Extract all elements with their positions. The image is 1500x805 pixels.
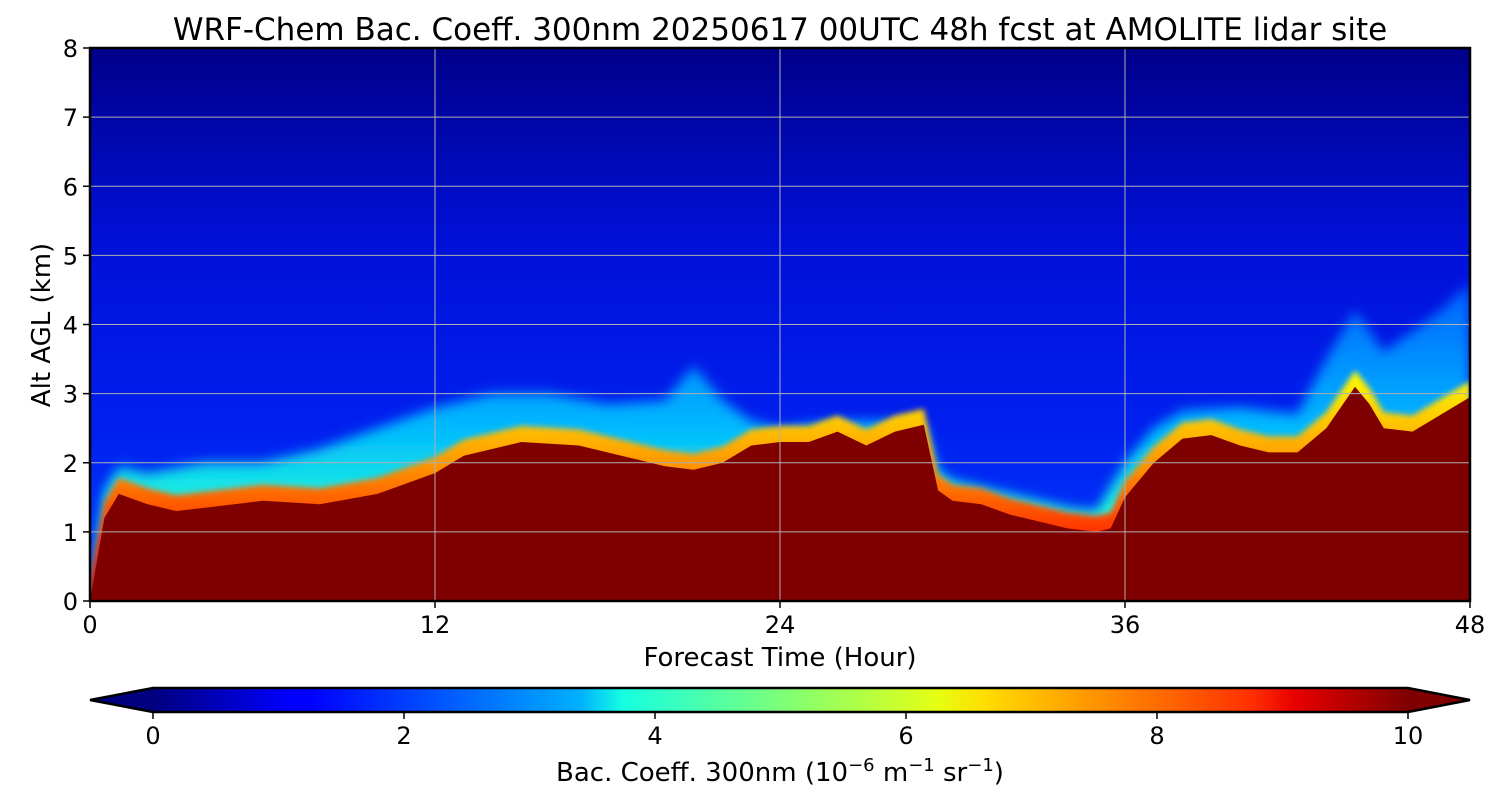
x-axis-label: Forecast Time (Hour) — [643, 643, 916, 673]
y-tick-label: 3 — [63, 381, 78, 409]
y-axis-label: Alt AGL (km) — [27, 243, 57, 407]
colorbar-tick-label: 10 — [1393, 722, 1424, 750]
y-tick-label: 4 — [63, 312, 78, 340]
colorbar-extend-max — [1408, 688, 1470, 712]
x-axis: 0 12 24 36 48 — [82, 601, 1485, 639]
x-tick-label: 24 — [765, 611, 796, 639]
y-tick-label: 8 — [63, 35, 78, 63]
y-tick-label: 2 — [63, 450, 78, 478]
colorbar-extend-min — [90, 688, 153, 712]
colorbar-ticks: 0 2 4 6 8 10 — [145, 712, 1423, 750]
x-tick-label: 48 — [1455, 611, 1486, 639]
colorbar-tick-label: 4 — [647, 722, 662, 750]
y-tick-label: 6 — [63, 173, 78, 201]
y-tick-label: 0 — [63, 588, 78, 616]
colorbar-bar — [153, 688, 1408, 712]
chart-title: WRF-Chem Bac. Coeff. 300nm 20250617 00UT… — [173, 12, 1387, 48]
y-tick-label: 5 — [63, 242, 78, 270]
y-tick-label: 1 — [63, 519, 78, 547]
x-tick-label: 36 — [1110, 611, 1141, 639]
y-tick-label: 7 — [63, 104, 78, 132]
colorbar-label: Bac. Coeff. 300nm (10−6 m−1 sr−1) — [556, 755, 1004, 788]
colorbar-tick-label: 8 — [1149, 722, 1164, 750]
colorbar: 0 2 4 6 8 10 Bac. Coeff. 300nm (10−6 m−1 sr−1… — [89, 686, 1471, 788]
colorbar-tick-label: 6 — [898, 722, 913, 750]
x-tick-label: 12 — [420, 611, 451, 639]
x-tick-label: 0 — [82, 611, 97, 639]
colorbar-tick-label: 0 — [145, 722, 160, 750]
colorbar-tick-label: 2 — [396, 722, 411, 750]
y-axis: 0 1 2 3 4 5 6 7 8 — [63, 35, 90, 616]
